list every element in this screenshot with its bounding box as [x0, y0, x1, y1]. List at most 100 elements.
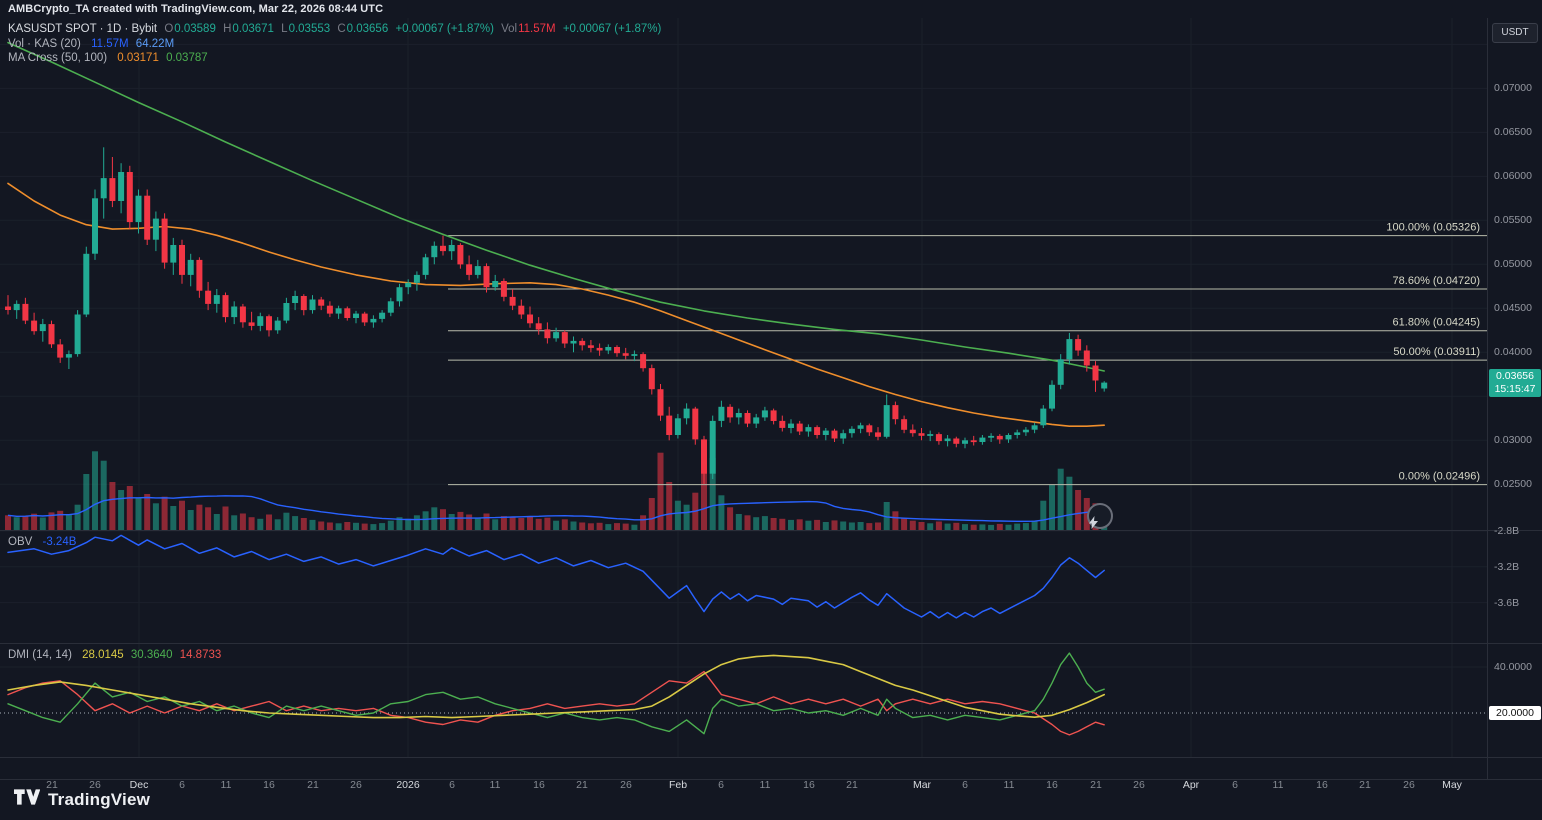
plus-di-value: 30.3640 — [130, 649, 173, 661]
ma-cross-title[interactable]: MA Cross (50, 100) — [8, 52, 108, 64]
footer-separator — [0, 779, 1542, 780]
time-tick-label: 11 — [489, 779, 501, 791]
time-tick-label: 11 — [1003, 779, 1015, 791]
price-tick-label: 0.06000 — [1494, 170, 1532, 182]
tradingview-wordmark[interactable]: TradingView — [48, 789, 151, 809]
time-tick-label: 16 — [263, 779, 275, 791]
dmi-tick-label: 40.0000 — [1494, 661, 1532, 673]
dmi-level-badge: 20.0000 — [1489, 706, 1541, 720]
obv-value: -3.24B — [42, 536, 77, 548]
obv-tick-label: -3.6B — [1494, 597, 1520, 609]
obv-pane-chart[interactable] — [0, 530, 1487, 643]
time-tick-label: 26 — [350, 779, 362, 791]
price-tick-label: 0.06500 — [1494, 126, 1532, 138]
minus-di-line — [7, 670, 1105, 736]
price-tick-label: 0.04000 — [1494, 346, 1532, 358]
ma100-value: 0.03787 — [166, 52, 208, 64]
dmi-title[interactable]: DMI (14, 14) — [8, 649, 72, 661]
open-value: 0.03589 — [174, 23, 216, 35]
volume-indicator-row: Vol · KAS (20) 11.57M 64.22M — [8, 37, 665, 52]
time-tick-label: 6 — [179, 779, 185, 791]
time-tick-label: 21 — [576, 779, 588, 791]
time-tick-label: 21 — [1359, 779, 1371, 791]
time-tick-label: 6 — [718, 779, 724, 791]
open-label: O — [164, 23, 174, 35]
price-tick-label: 0.03000 — [1494, 434, 1532, 446]
bar-countdown: 15:15:47 — [1494, 383, 1536, 395]
quick-trade-button[interactable] — [1087, 503, 1113, 529]
time-tick-label: Dec — [129, 779, 149, 791]
plus-di-line — [7, 652, 1105, 735]
price-tick-label: 0.05000 — [1494, 258, 1532, 270]
obv-tick-label: -3.2B — [1494, 561, 1520, 573]
volume-bars — [5, 451, 1108, 530]
footer-bar: TradingView — [0, 779, 1542, 820]
volume-ma-value: 64.22M — [135, 37, 175, 50]
time-tick-label: 6 — [449, 779, 455, 791]
last-price-badge: 0.03656 15:15:47 — [1489, 369, 1541, 397]
close-value: 0.03656 — [346, 23, 389, 35]
time-tick-label: Apr — [1182, 779, 1200, 791]
time-tick-label: 26 — [89, 779, 101, 791]
time-tick-label: 26 — [1133, 779, 1145, 791]
time-tick-label: 11 — [220, 779, 232, 791]
chart-area[interactable]: 100.00% (0.05326) 78.60% (0.04720) 61.80% … — [0, 18, 1487, 791]
low-value: 0.03553 — [288, 23, 331, 35]
symbol-row: KASUSDT SPOT · 1D · Bybit O0.03589 H0.03… — [8, 22, 665, 37]
fib-label: 100.00% (0.05326) — [1386, 222, 1480, 234]
pane-separator-obv-dmi[interactable] — [0, 643, 1542, 644]
close-label: C — [337, 23, 346, 35]
time-tick-label: 6 — [962, 779, 968, 791]
pane-separator-dmi-time — [0, 757, 1542, 758]
last-price-value: 0.03656 — [1496, 370, 1534, 382]
symbol-title[interactable]: KASUSDT SPOT · 1D · Bybit — [8, 23, 158, 35]
high-value: 0.03671 — [232, 23, 274, 35]
ma50-line — [7, 182, 1105, 428]
time-tick-label: 16 — [1316, 779, 1328, 791]
time-tick-label: Feb — [668, 779, 688, 791]
time-tick-label: 26 — [620, 779, 632, 791]
time-tick-label: 26 — [1403, 779, 1415, 791]
dmi-pane-chart[interactable] — [0, 643, 1487, 757]
obv-title[interactable]: OBV — [8, 536, 33, 548]
fib-label: 78.60% (0.04720) — [1393, 275, 1480, 287]
price-axis[interactable]: USDT 0.07000 0.06500 0.06000 0.05500 0.05000… — [1487, 18, 1542, 779]
ma100-line — [7, 41, 1105, 372]
time-tick-label: 16 — [1046, 779, 1058, 791]
time-tick-label: 6 — [1232, 779, 1238, 791]
time-tick-label: 21 — [307, 779, 319, 791]
time-tick-label: 21 — [46, 779, 58, 791]
change-value: +0.00067 (+1.87%) — [395, 23, 494, 35]
time-tick-label: 11 — [759, 779, 771, 791]
volume-indicator-title[interactable]: Vol · KAS (20) — [8, 37, 81, 50]
attribution-text: AMBCrypto_TA created with TradingView.co… — [8, 3, 384, 15]
tradingview-logo-icon[interactable] — [14, 787, 41, 812]
price-legend: KASUSDT SPOT · 1D · Bybit O0.03589 H0.03… — [8, 22, 665, 66]
price-tick-label: 0.05500 — [1494, 214, 1532, 226]
candlestick-series — [5, 147, 1108, 485]
adx-line — [7, 654, 1105, 719]
price-tick-label: 0.04500 — [1494, 302, 1532, 314]
time-tick-label: 21 — [846, 779, 858, 791]
adx-value: 28.0145 — [82, 649, 124, 661]
price-tick-label: 0.07000 — [1494, 82, 1532, 94]
time-tick-label: 16 — [533, 779, 545, 791]
fib-label: 0.00% (0.02496) — [1399, 471, 1480, 483]
time-tick-label: May — [1442, 779, 1462, 791]
fib-label: 50.00% (0.03911) — [1393, 346, 1480, 358]
price-tick-label: 0.02500 — [1494, 478, 1532, 490]
time-axis[interactable]: 21 26 Dec 6 11 16 21 26 2026 6 11 16 21 26 Feb 6 11 16 21 M… — [0, 775, 1487, 797]
ma-cross-row: MA Cross (50, 100) 0.03171 0.03787 — [8, 51, 665, 66]
low-label: L — [281, 23, 288, 35]
pane-separator-price-obv[interactable] — [0, 530, 1542, 531]
vol-change-value: +0.00067 (+1.87%) — [562, 23, 662, 35]
fib-label: 61.80% (0.04245) — [1393, 317, 1480, 329]
time-tick-label: 11 — [1272, 779, 1284, 791]
time-tick-label: Mar — [912, 779, 932, 791]
obv-tick-label: -2.8B — [1494, 525, 1520, 537]
price-pane-chart[interactable]: 100.00% (0.05326) 78.60% (0.04720) 61.80% … — [0, 18, 1487, 530]
obv-line — [7, 534, 1105, 619]
minus-di-value: 14.8733 — [179, 649, 222, 661]
currency-toggle-button[interactable]: USDT — [1492, 23, 1538, 43]
